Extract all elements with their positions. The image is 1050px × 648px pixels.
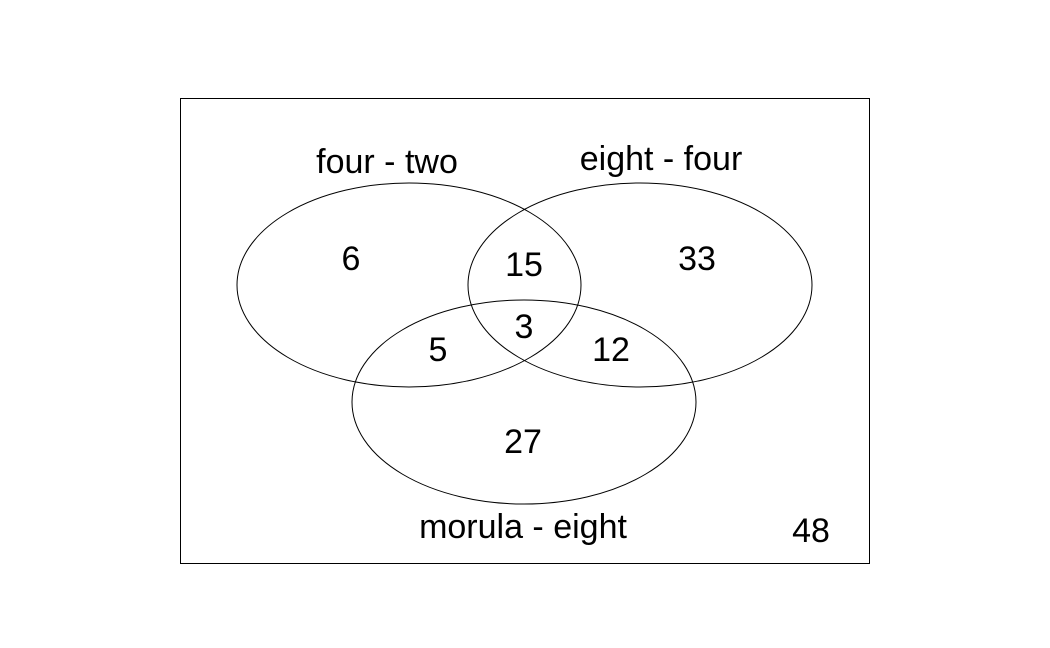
region-bc-count: 12	[592, 331, 630, 369]
region-b-only-count: 33	[678, 240, 716, 278]
set-a-label: four - two	[316, 143, 458, 181]
region-ac-count: 5	[429, 331, 448, 369]
region-a-only-count: 6	[342, 240, 361, 278]
region-ab-count: 15	[505, 246, 543, 284]
set-b-label: eight - four	[580, 140, 743, 178]
region-c-only-count: 27	[504, 423, 542, 461]
set-c-label: morula - eight	[419, 508, 627, 546]
set-a-ellipse	[236, 182, 582, 388]
region-abc-count: 3	[515, 308, 534, 346]
set-c-ellipse	[351, 299, 697, 505]
set-b-ellipse	[467, 182, 813, 388]
universe-frame	[180, 98, 870, 564]
region-outside-count: 48	[792, 512, 830, 550]
